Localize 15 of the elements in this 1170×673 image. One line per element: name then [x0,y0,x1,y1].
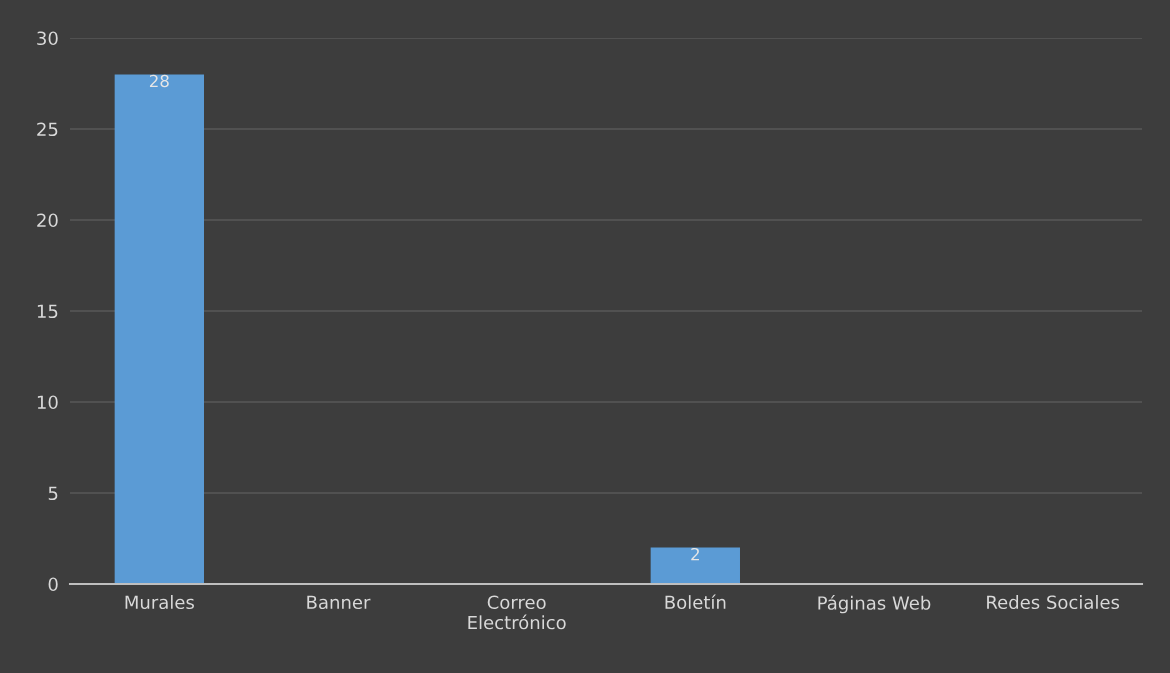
x-tick-label: Correo Electrónico [468,595,566,630]
x-tick-label: Boletín [665,594,726,610]
x-tick-label: Banner [307,595,371,610]
x-tick-label: Redes Sociales [987,595,1120,610]
y-tick-label: 0 [48,577,58,592]
y-tick-label: 5 [48,486,58,501]
x-tick-label: Páginas Web [818,595,931,614]
y-tick-label: 30 [37,31,58,46]
data-label: 28 [149,74,169,88]
data-label: 2 [691,547,699,561]
y-tick-label: 15 [37,304,58,319]
y-tick-label: 10 [37,395,58,410]
x-tick-label: Murales [125,595,194,610]
y-tick-label: 25 [37,122,58,137]
y-tick-label: 20 [37,213,58,228]
